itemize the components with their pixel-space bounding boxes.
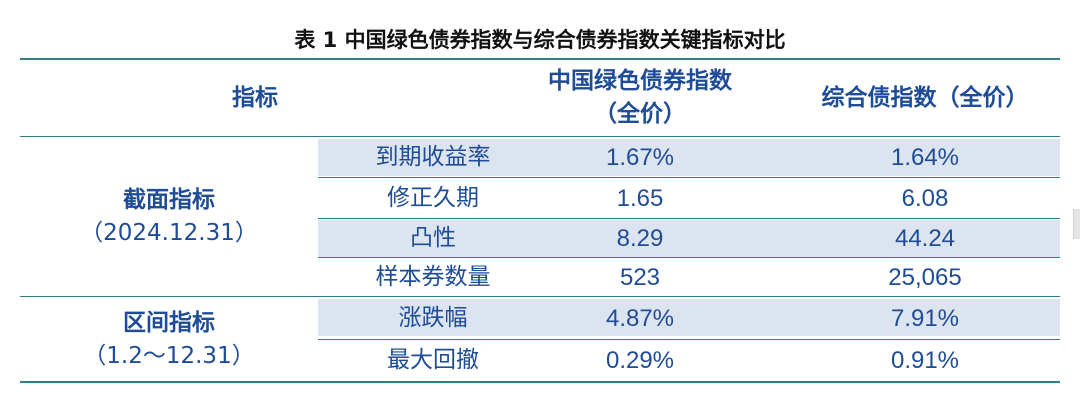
green-value: 4.87% [605, 305, 675, 332]
header-composite-index: 综合债指数（全价） [821, 84, 1029, 111]
composite-value: 44.24 [894, 225, 956, 252]
green-value: 8.29 [616, 225, 664, 252]
header-indicator: 指标 [232, 84, 278, 111]
metric-label: 凸性 [410, 225, 456, 251]
table-top-rule [20, 58, 1060, 60]
row-shade-ytm [318, 139, 1060, 176]
composite-value: 7.91% [890, 305, 960, 332]
group-label-date: （2024.12.31） [80, 220, 258, 246]
composite-value: 6.08 [901, 184, 949, 212]
green-value: 523 [619, 264, 661, 291]
group-label-period: 区间指标 （1.2～12.31） [20, 298, 318, 381]
composite-value: 25,065 [888, 264, 962, 291]
group-label-text: 截面指标 [123, 187, 215, 213]
group-divider-rule [20, 296, 1060, 297]
table-caption: 表 1 中国绿色债券指数与综合债券指数关键指标对比 [294, 28, 786, 52]
metric-label: 涨跌幅 [398, 305, 468, 331]
metric-label: 到期收益率 [375, 144, 491, 170]
row-shade-convexity [318, 220, 1060, 257]
header-green-line2: （全价） [594, 101, 686, 127]
row-divider [318, 218, 1060, 219]
row-shade-return [318, 299, 1060, 336]
composite-value: 1.64% [890, 144, 960, 171]
row-divider [318, 257, 1060, 258]
group-label-date: （1.2～12.31） [83, 342, 255, 369]
row-divider [318, 177, 1060, 178]
group-label-text: 区间指标 [123, 309, 215, 336]
header-green-line1: 中国绿色债券指数 [548, 68, 732, 94]
green-value: 1.67% [605, 144, 675, 171]
green-value: 1.65 [616, 184, 664, 212]
metric-label: 修正久期 [387, 184, 479, 211]
metric-label: 样本券数量 [375, 264, 491, 290]
group-label-snapshot: 截面指标 （2024.12.31） [20, 138, 318, 296]
table-bottom-rule [20, 381, 1060, 383]
header-green-index: 中国绿色债券指数 （全价） [500, 62, 780, 134]
green-value: 0.29% [605, 347, 675, 374]
scroll-edge-handle[interactable] [1073, 209, 1080, 239]
composite-value: 0.91% [890, 347, 960, 374]
header-bottom-rule [20, 136, 1060, 137]
row-divider [318, 339, 1060, 340]
metric-label: 最大回撤 [387, 347, 479, 373]
